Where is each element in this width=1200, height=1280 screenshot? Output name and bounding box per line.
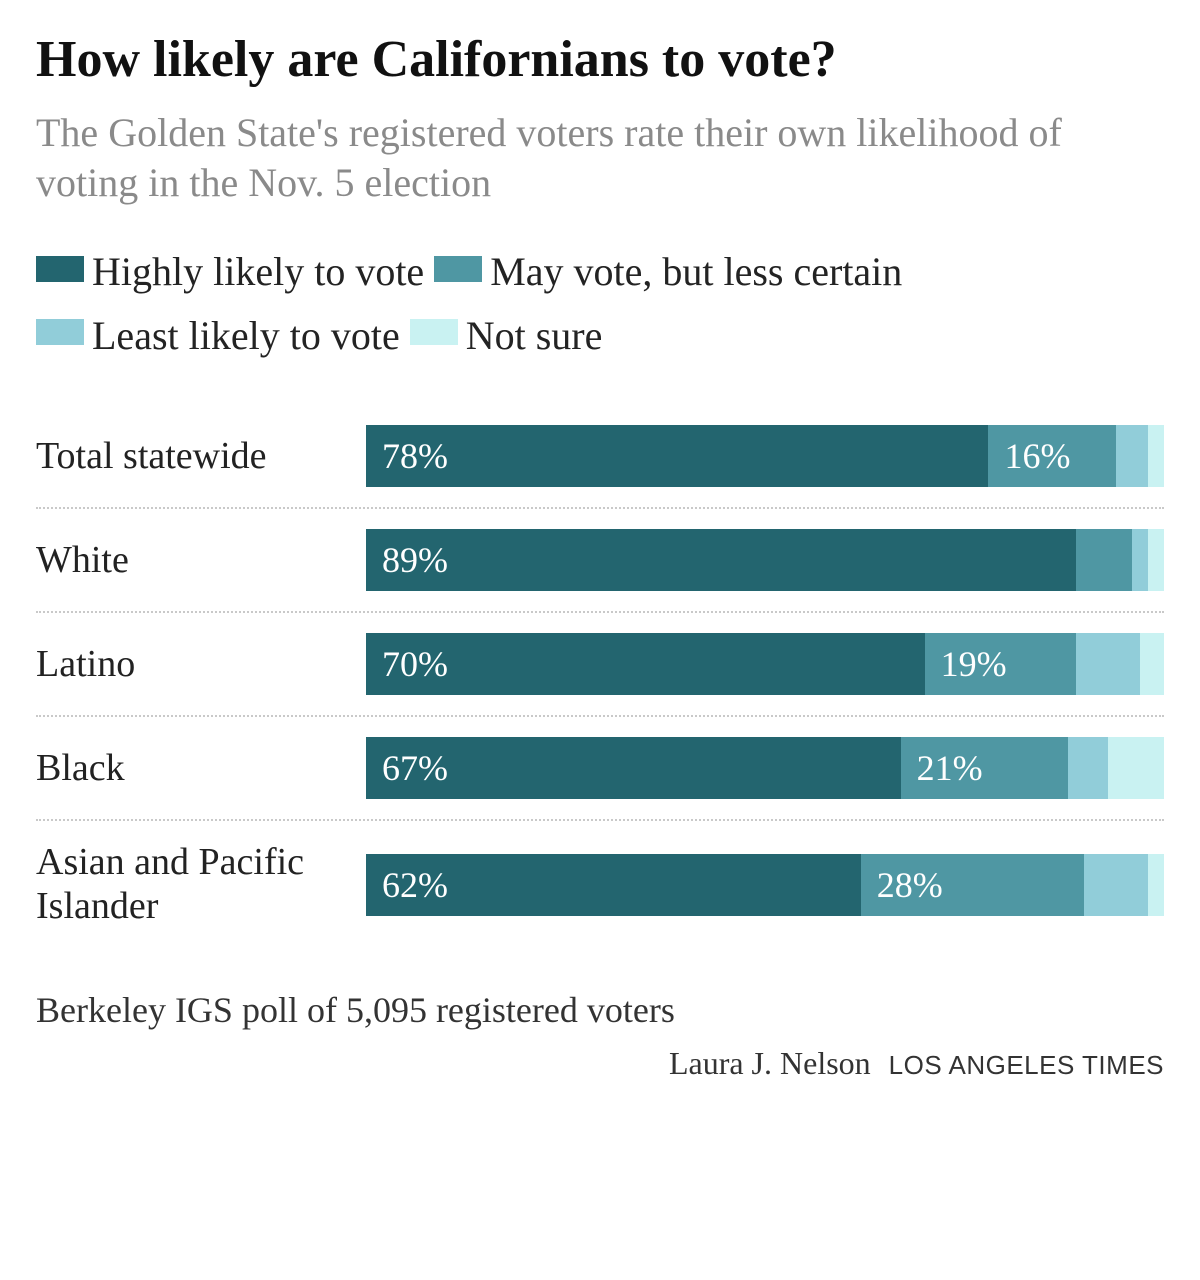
legend-label: May vote, but less certain bbox=[490, 249, 902, 294]
bar-segment-may: 19% bbox=[925, 633, 1077, 695]
legend-swatch bbox=[36, 256, 84, 282]
row-label: Black bbox=[36, 747, 366, 791]
legend-swatch bbox=[434, 256, 482, 282]
row-label: Total statewide bbox=[36, 435, 366, 479]
bar: 70%19% bbox=[366, 633, 1164, 695]
chart-row: White89% bbox=[36, 507, 1164, 611]
bar-segment-notsure bbox=[1108, 737, 1164, 799]
chart-title: How likely are Californians to vote? bbox=[36, 30, 1164, 90]
bar-segment-least bbox=[1084, 854, 1148, 916]
bar-segment-highly: 67% bbox=[366, 737, 901, 799]
bar-segment-notsure bbox=[1148, 529, 1164, 591]
legend-label: Highly likely to vote bbox=[92, 249, 424, 294]
bar-segment-highly: 70% bbox=[366, 633, 925, 695]
bar-segment-highly: 78% bbox=[366, 425, 988, 487]
legend-label: Least likely to vote bbox=[92, 312, 400, 357]
legend-swatch bbox=[36, 319, 84, 345]
bar-segment-may: 16% bbox=[988, 425, 1116, 487]
bar-segment-may: 28% bbox=[861, 854, 1084, 916]
bar: 89% bbox=[366, 529, 1164, 591]
stacked-bar-chart: Total statewide78%16%White89%Latino70%19… bbox=[36, 405, 1164, 948]
bar: 78%16% bbox=[366, 425, 1164, 487]
legend-item: May vote, but less certain bbox=[434, 245, 902, 290]
bar-segment-may: 21% bbox=[901, 737, 1069, 799]
legend-item: Least likely to vote bbox=[36, 309, 400, 354]
chart-subtitle: The Golden State's registered voters rat… bbox=[36, 108, 1164, 208]
chart-row: Black67%21% bbox=[36, 715, 1164, 819]
bar-segment-highly: 62% bbox=[366, 854, 861, 916]
legend-item: Not sure bbox=[410, 309, 603, 354]
legend: Highly likely to vote May vote, but less… bbox=[36, 238, 1164, 366]
legend-item: Highly likely to vote bbox=[36, 245, 424, 290]
bar-segment-least bbox=[1116, 425, 1148, 487]
row-label: White bbox=[36, 539, 366, 583]
bar-segment-least bbox=[1132, 529, 1148, 591]
bar-segment-highly: 89% bbox=[366, 529, 1076, 591]
legend-label: Not sure bbox=[466, 312, 603, 357]
chart-row: Total statewide78%16% bbox=[36, 405, 1164, 507]
bar-segment-least bbox=[1068, 737, 1108, 799]
chart-row: Latino70%19% bbox=[36, 611, 1164, 715]
bar-segment-may bbox=[1076, 529, 1132, 591]
row-label: Latino bbox=[36, 643, 366, 687]
credit-line: Laura J. Nelson LOS ANGELES TIMES bbox=[36, 1045, 1164, 1082]
bar-segment-notsure bbox=[1140, 633, 1164, 695]
legend-swatch bbox=[410, 319, 458, 345]
row-label: Asian and Pacific Islander bbox=[36, 841, 366, 928]
source-note: Berkeley IGS poll of 5,095 registered vo… bbox=[36, 989, 1164, 1031]
bar-segment-least bbox=[1076, 633, 1140, 695]
chart-row: Asian and Pacific Islander62%28% bbox=[36, 819, 1164, 948]
bar-segment-notsure bbox=[1148, 854, 1164, 916]
credit-org: LOS ANGELES TIMES bbox=[889, 1050, 1164, 1080]
credit-author: Laura J. Nelson bbox=[669, 1045, 871, 1081]
bar-segment-notsure bbox=[1148, 425, 1164, 487]
bar: 62%28% bbox=[366, 854, 1164, 916]
bar: 67%21% bbox=[366, 737, 1164, 799]
